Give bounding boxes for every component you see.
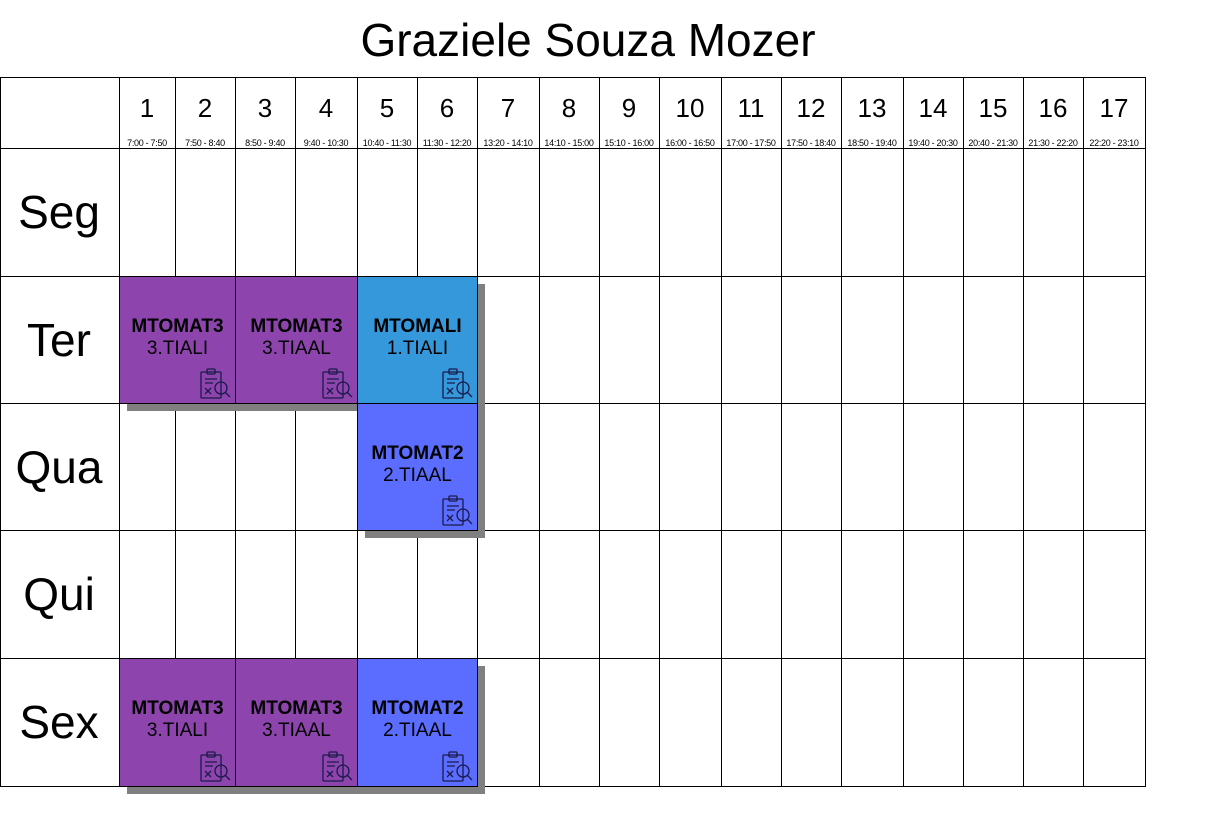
grid-line-vertical <box>781 77 782 787</box>
period-number: 5 <box>379 93 395 123</box>
grid-line-vertical <box>175 77 176 787</box>
period-number: 16 <box>1038 93 1068 123</box>
period-time: 21:30 - 22:20 <box>1028 138 1078 148</box>
class-group: 3.TIALI <box>146 720 209 741</box>
clipboard-search-icon <box>439 366 475 402</box>
class-group: 3.TIAAL <box>262 720 331 741</box>
period-number: 7 <box>500 93 516 123</box>
period-time: 8:50 - 9:40 <box>245 138 285 148</box>
day-label-qua: Qua <box>15 440 103 493</box>
clipboard-search-icon <box>439 493 475 529</box>
period-number: 1 <box>139 93 155 123</box>
period-time: 14:10 - 15:00 <box>544 138 594 148</box>
grid-line-vertical <box>599 77 600 787</box>
class-block[interactable]: MTOMAT3 3.TIAAL <box>235 276 358 404</box>
day-label-seg: Seg <box>18 186 100 238</box>
grid-line-horizontal <box>0 276 1146 277</box>
clipboard-search-icon <box>197 749 233 785</box>
day-label-qui: Qui <box>23 568 95 620</box>
period-number: 12 <box>796 93 826 123</box>
period-time: 18:50 - 19:40 <box>847 138 897 148</box>
class-code: MTOMAT3 <box>250 698 343 719</box>
grid-line-horizontal <box>0 658 1146 659</box>
grid-line-vertical <box>1083 77 1084 787</box>
period-time: 17:00 - 17:50 <box>726 138 776 148</box>
period-number: 15 <box>978 93 1008 123</box>
period-number: 4 <box>318 93 334 123</box>
period-time: 22:20 - 23:10 <box>1089 138 1139 148</box>
class-code: MTOMAT2 <box>371 698 464 719</box>
clipboard-search-icon <box>319 749 355 785</box>
grid-line-vertical <box>295 77 296 787</box>
clipboard-search-icon <box>319 366 355 402</box>
class-block[interactable]: MTOMAT2 2.TIAAL <box>357 658 478 787</box>
grid-line-vertical <box>0 77 1 787</box>
class-block[interactable]: MTOMAT3 3.TIALI <box>119 658 236 787</box>
period-time: 10:40 - 11:30 <box>362 138 412 148</box>
clipboard-search-icon <box>439 749 475 785</box>
period-time: 20:40 - 21:30 <box>968 138 1018 148</box>
grid-line-vertical <box>1145 77 1146 787</box>
grid-line-horizontal <box>0 403 1146 404</box>
period-number: 2 <box>197 93 213 123</box>
grid-line-vertical <box>1023 77 1024 787</box>
class-code: MTOMAT2 <box>371 443 464 464</box>
period-number: 13 <box>857 93 887 123</box>
period-number: 6 <box>439 93 455 123</box>
period-number: 14 <box>918 93 948 123</box>
grid-line-horizontal <box>0 77 1146 78</box>
page-title: Graziele Souza Mozer <box>360 14 816 66</box>
period-time: 11:30 - 12:20 <box>422 138 472 148</box>
grid-line-vertical <box>539 77 540 787</box>
period-time: 15:10 - 16:00 <box>604 138 654 148</box>
grid-line-vertical <box>841 77 842 787</box>
grid-line-vertical <box>903 77 904 787</box>
period-number: 10 <box>675 93 705 123</box>
period-time: 7:50 - 8:40 <box>185 138 225 148</box>
period-time: 9:40 - 10:30 <box>303 138 349 148</box>
grid-line-vertical <box>963 77 964 787</box>
class-group: 2.TIAAL <box>383 720 452 741</box>
period-time: 13:20 - 14:10 <box>483 138 533 148</box>
class-code: MTOMAT3 <box>250 316 343 337</box>
period-number: 3 <box>257 93 273 123</box>
period-number: 11 <box>737 93 765 123</box>
class-code: MTOMAT3 <box>131 316 224 337</box>
grid-line-vertical <box>659 77 660 787</box>
class-block[interactable]: MTOMAT3 3.TIAAL <box>235 658 358 787</box>
grid-line-vertical <box>235 77 236 787</box>
class-group: 1.TIALI <box>386 338 449 359</box>
class-block[interactable]: MTOMAT2 2.TIAAL <box>357 403 478 531</box>
period-time: 19:40 - 20:30 <box>908 138 958 148</box>
class-block[interactable]: MTOMAT3 3.TIALI <box>119 276 236 404</box>
grid-line-horizontal <box>0 148 1146 149</box>
grid-line-vertical <box>119 77 120 787</box>
clipboard-search-icon <box>197 366 233 402</box>
grid-line-vertical <box>721 77 722 787</box>
period-time: 16:00 - 16:50 <box>665 138 715 148</box>
day-label-sex: Sex <box>19 696 99 748</box>
period-number: 17 <box>1099 93 1129 123</box>
period-number: 8 <box>561 93 577 123</box>
class-block[interactable]: MTOMALI 1.TIALI <box>357 276 478 404</box>
period-time: 7:00 - 7:50 <box>127 138 167 148</box>
grid-line-horizontal <box>0 786 1146 787</box>
class-group: 3.TIALI <box>146 338 209 359</box>
class-group: 2.TIAAL <box>383 465 452 486</box>
period-time: 17:50 - 18:40 <box>786 138 836 148</box>
class-group: 3.TIAAL <box>262 338 331 359</box>
class-code: MTOMAT3 <box>131 698 224 719</box>
day-label-ter: Ter <box>27 313 91 366</box>
class-code: MTOMALI <box>373 316 462 337</box>
grid-line-horizontal <box>0 530 1146 531</box>
period-number: 9 <box>621 93 637 123</box>
